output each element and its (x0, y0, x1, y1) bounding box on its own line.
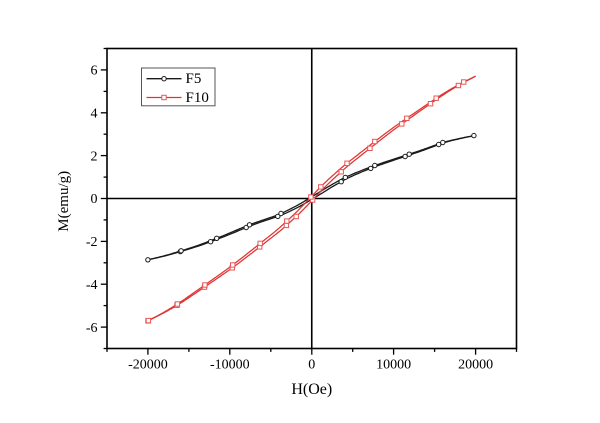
svg-text:6: 6 (91, 64, 98, 79)
svg-text:F10: F10 (186, 90, 209, 106)
svg-text:-4: -4 (86, 278, 98, 293)
svg-text:0: 0 (91, 192, 98, 207)
svg-text:2: 2 (91, 149, 98, 164)
svg-text:0: 0 (308, 358, 315, 373)
svg-text:-2: -2 (86, 235, 98, 250)
svg-text:4: 4 (91, 107, 98, 122)
svg-text:10000: 10000 (376, 358, 411, 373)
svg-text:-6: -6 (86, 321, 98, 336)
svg-text:-20000: -20000 (128, 358, 168, 373)
svg-text:20000: 20000 (458, 358, 493, 373)
svg-text:-10000: -10000 (210, 358, 250, 373)
svg-text:M(emu/g): M(emu/g) (56, 171, 72, 232)
svg-text:F5: F5 (186, 71, 202, 87)
svg-text:H(Oe): H(Oe) (291, 381, 332, 398)
